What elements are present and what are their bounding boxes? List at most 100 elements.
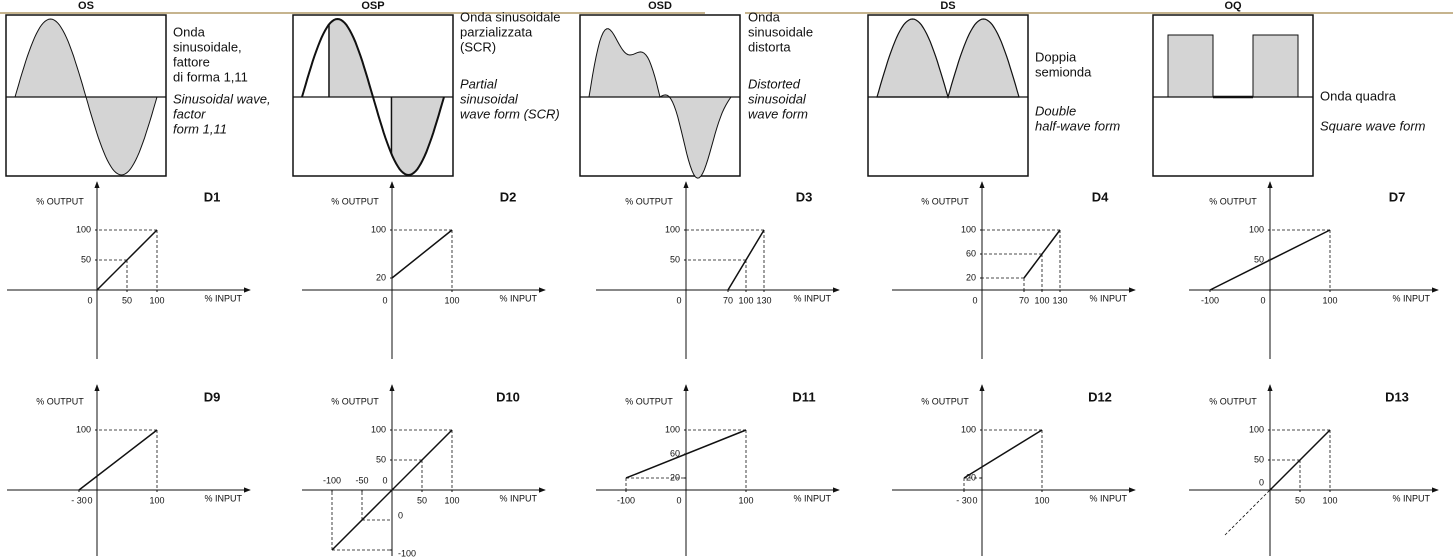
panel-text-en: factor	[173, 106, 206, 121]
panel-text-it: semionda	[1035, 64, 1092, 79]
panel-text-it: Onda quadra	[1320, 88, 1397, 103]
y-tick-label: 0	[1259, 477, 1264, 487]
x-tick-label: 0	[676, 495, 681, 505]
y-axis-label: % OUTPUT	[331, 396, 379, 406]
panel-text-it: parzializzata	[460, 24, 533, 39]
graph-title: D1	[204, 189, 221, 204]
x-tick-label: -100	[1201, 295, 1219, 305]
x-tick-label: - 30	[71, 495, 87, 505]
y-tick-label: 100	[961, 424, 976, 434]
panel-text-en: Double	[1035, 103, 1076, 118]
square-pulse	[1252, 34, 1299, 98]
x-tick-label: 100	[149, 295, 164, 305]
y-tick-label: 0	[398, 510, 403, 520]
y-axis-label: % OUTPUT	[625, 196, 673, 206]
panel-text-it: Onda sinusoidale	[460, 9, 560, 24]
y-axis-label: % OUTPUT	[36, 396, 84, 406]
y-tick-label: 20	[966, 472, 976, 482]
graph-title: D9	[204, 389, 221, 404]
x-tick-label: 50	[1295, 495, 1305, 505]
y-tick-label: 100	[76, 224, 91, 234]
x-tick-label: 100	[149, 495, 164, 505]
y-axis-label: % OUTPUT	[331, 196, 379, 206]
transfer-line	[1269, 429, 1331, 491]
y-tick-label: 60	[670, 448, 680, 458]
x-axis-label: % INPUT	[204, 293, 242, 303]
y-tick-label: 60	[966, 248, 976, 258]
y-tick-label: 20	[670, 472, 680, 482]
y-axis-label: % OUTPUT	[625, 396, 673, 406]
graph-title: D13	[1385, 389, 1409, 404]
y-tick-label: 20	[966, 272, 976, 282]
transfer-line	[1023, 229, 1061, 279]
x-tick-label: 130	[756, 295, 771, 305]
x-tick-label: - 30	[956, 495, 972, 505]
panel-header: OS	[78, 0, 94, 12]
panel-header: DS	[940, 0, 955, 12]
panel-text-it: Doppia	[1035, 49, 1077, 64]
y-tick-label: 100	[371, 224, 386, 234]
graph-title: D11	[792, 389, 815, 404]
x-tick-label: 100	[444, 295, 459, 305]
x-tick-label: 0	[382, 295, 387, 305]
x-tick-label: 130	[1052, 295, 1067, 305]
graph-title: D12	[1088, 389, 1112, 404]
y-tick-label: 50	[1254, 254, 1264, 264]
y-axis-label: % OUTPUT	[1209, 196, 1257, 206]
transfer-line	[96, 229, 158, 291]
x-tick-label: 100	[1034, 495, 1049, 505]
wave-fill	[329, 19, 373, 97]
x-tick-label: -100	[323, 475, 341, 485]
panel-header: OQ	[1224, 0, 1242, 12]
panel-text-it: (SCR)	[460, 39, 496, 54]
x-tick-label: 0	[87, 295, 92, 305]
y-tick-label: 100	[371, 424, 386, 434]
panel-text-it: Onda	[173, 24, 206, 39]
y-tick-label: 100	[665, 224, 680, 234]
y-axis-label: % OUTPUT	[921, 396, 969, 406]
panel-text-it: Onda	[748, 9, 781, 24]
y-tick-label: 50	[81, 254, 91, 264]
x-tick-label: -100	[617, 495, 635, 505]
panel-text-en: half-wave form	[1035, 118, 1120, 133]
wave-fill	[391, 97, 444, 175]
panel-header: OSP	[361, 0, 384, 12]
x-tick-label: 50	[417, 495, 427, 505]
x-tick-label: 100	[444, 495, 459, 505]
transfer-line	[963, 429, 1043, 479]
x-axis-label: % INPUT	[1089, 293, 1127, 303]
transfer-line	[391, 229, 453, 279]
panel-text-it: distorta	[748, 39, 791, 54]
x-tick-label: 0	[972, 295, 977, 305]
x-axis-label: % INPUT	[1392, 293, 1430, 303]
x-tick-label: 0	[972, 495, 977, 505]
graph-title: D7	[1389, 189, 1406, 204]
y-tick-label: -100	[398, 548, 416, 557]
x-axis-label: % INPUT	[204, 493, 242, 503]
panel-header: OSD	[648, 0, 672, 12]
panel-text-en: wave form	[748, 106, 808, 121]
panel-text-it: sinusoidale,	[173, 39, 242, 54]
panel-text-it: sinusoidale	[748, 24, 813, 39]
x-tick-label: 0	[1260, 295, 1265, 305]
x-tick-label: 0	[382, 475, 387, 485]
x-tick-label: 100	[738, 495, 753, 505]
transfer-line	[727, 229, 765, 291]
graph-title: D3	[796, 189, 813, 204]
x-tick-label: -50	[355, 475, 368, 485]
wave-fill	[876, 18, 1020, 100]
y-tick-label: 100	[665, 424, 680, 434]
x-tick-label: 100	[1322, 495, 1337, 505]
x-tick-label: 100	[1034, 295, 1049, 305]
x-axis-label: % INPUT	[499, 293, 537, 303]
transfer-line	[78, 429, 158, 491]
x-axis-label: % INPUT	[793, 293, 831, 303]
x-tick-label: 0	[676, 295, 681, 305]
x-axis-label: % INPUT	[793, 493, 831, 503]
x-tick-label: 100	[1322, 295, 1337, 305]
x-tick-label: 0	[87, 495, 92, 505]
panel-text-en: Sinusoidal wave,	[173, 91, 271, 106]
panel-text-en: wave form (SCR)	[460, 106, 560, 121]
x-axis-label: % INPUT	[1089, 493, 1127, 503]
